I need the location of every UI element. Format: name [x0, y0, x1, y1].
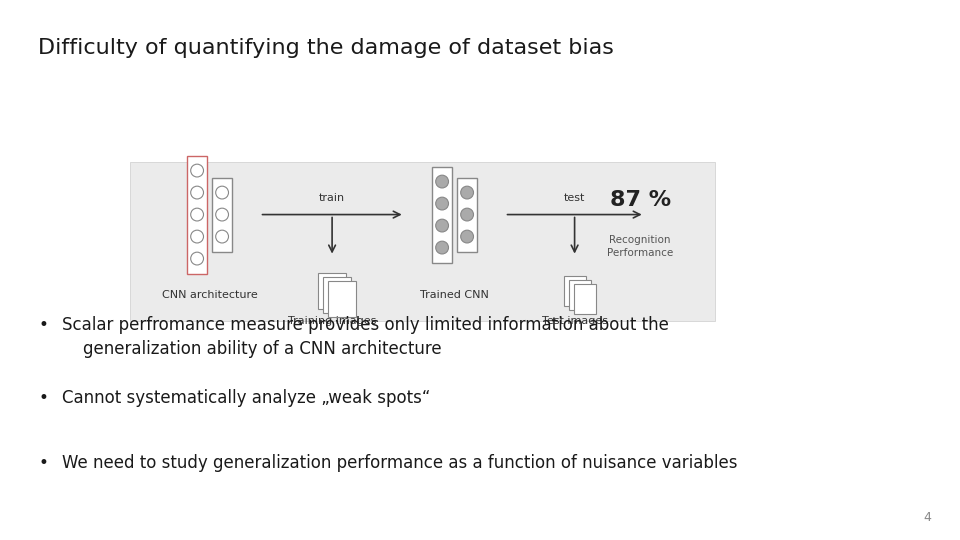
Text: Trained CNN: Trained CNN [420, 289, 489, 300]
Circle shape [191, 164, 204, 177]
Circle shape [436, 241, 448, 254]
Text: 87 %: 87 % [610, 190, 671, 210]
Bar [568, 280, 590, 310]
Circle shape [216, 186, 228, 199]
Text: Test images: Test images [541, 316, 608, 327]
Text: •: • [38, 389, 48, 407]
Circle shape [461, 230, 473, 243]
Text: train: train [319, 193, 346, 202]
Text: CNN architecture: CNN architecture [161, 289, 257, 300]
Circle shape [461, 208, 473, 221]
Bar [564, 276, 586, 307]
Bar [130, 162, 715, 321]
Circle shape [461, 186, 473, 199]
Circle shape [191, 252, 204, 265]
Text: test: test [564, 193, 586, 202]
Bar [187, 156, 207, 274]
Circle shape [436, 197, 448, 210]
Text: Scalar perfromance measure provides only limited information about the
    gener: Scalar perfromance measure provides only… [62, 316, 669, 357]
Text: 4: 4 [924, 511, 931, 524]
Text: Difficulty of quantifying the damage of dataset bias: Difficulty of quantifying the damage of … [38, 38, 614, 58]
Text: •: • [38, 316, 48, 334]
Circle shape [216, 230, 228, 243]
Text: Training images: Training images [288, 316, 376, 327]
Circle shape [436, 175, 448, 188]
Bar [574, 285, 595, 314]
Circle shape [191, 208, 204, 221]
Text: Recognition
Performance: Recognition Performance [607, 234, 673, 258]
Circle shape [436, 219, 448, 232]
Bar [212, 178, 232, 252]
Circle shape [191, 186, 204, 199]
Bar [328, 281, 356, 318]
Bar [318, 273, 347, 309]
Circle shape [191, 230, 204, 243]
Circle shape [216, 208, 228, 221]
Text: •: • [38, 454, 48, 471]
Bar [432, 166, 452, 262]
Bar [324, 278, 351, 314]
Text: Cannot systematically analyze „weak spots“: Cannot systematically analyze „weak spot… [62, 389, 431, 407]
Text: We need to study generalization performance as a function of nuisance variables: We need to study generalization performa… [62, 454, 738, 471]
Bar [457, 178, 477, 252]
